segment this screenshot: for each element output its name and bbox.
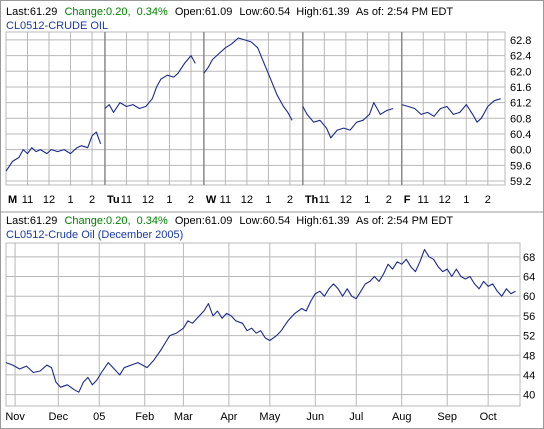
x-tick-label: Th	[305, 194, 319, 206]
y-tick-label: 59.6	[510, 160, 531, 172]
intraday-chart: 62.8 62.4 62.0 61.6 61.2 60.8 60.4 60.0 59.6 59.2…	[5, 31, 531, 206]
x-tick-label: Apr	[220, 411, 237, 423]
x-tick-label: 2	[89, 194, 95, 206]
x-tick-label: 12	[241, 194, 253, 206]
x-tick-label: Oct	[480, 411, 497, 423]
x-tick-label: 12	[142, 194, 154, 206]
y-tick-label: 59.2	[510, 176, 531, 188]
svg-text:Last:61.29 Change:0.20,: Last:61.29 Change:0.20, 0.34% Open:61.09…	[6, 6, 453, 18]
x-tick-label: 11	[22, 194, 33, 206]
x-tick-label: W	[206, 194, 217, 206]
panel1-subtitle: CL0512-CRUDE OIL	[6, 20, 108, 32]
x-tick-label: Jun	[306, 411, 324, 423]
x-tick-label: Jul	[349, 411, 363, 423]
y-tick-label: 44	[523, 370, 535, 382]
x-tick-label: Dec	[49, 411, 69, 423]
last-value: 61.29	[30, 6, 58, 18]
open-label: Open:	[175, 6, 205, 18]
x-tick-label: Nov	[5, 411, 25, 423]
x-tick-label: May	[259, 411, 280, 423]
high-value: 61.39	[322, 215, 350, 227]
price-line-segment	[302, 102, 394, 139]
svg-text:Last:61.29 Change:0.20,: Last:61.29 Change:0.20, 0.34% Open:61.09…	[6, 215, 453, 227]
change-pct: 0.34%	[137, 215, 168, 227]
plot-area	[5, 31, 506, 186]
y-tick-label: 61.2	[510, 98, 531, 110]
y-tick-label: 48	[523, 350, 535, 362]
x-tick-label: 1	[463, 194, 469, 206]
x-tick-label: Feb	[135, 411, 154, 423]
x-tick-label: Aug	[392, 411, 412, 423]
x-tick-label: 2	[188, 194, 194, 206]
change-value: 0.20,	[106, 215, 130, 227]
change-pct: 0.34%	[137, 6, 168, 18]
x-tick-label: 05	[93, 411, 105, 423]
y-tick-label: 60.0	[510, 145, 531, 157]
x-tick-label: Mar	[174, 411, 193, 423]
x-tick-label: Tu	[107, 194, 120, 206]
last-value: 61.29	[30, 215, 58, 227]
price-line-segment	[401, 98, 501, 123]
y-tick-label: 62.8	[510, 35, 531, 47]
low-label: Low:	[239, 6, 262, 18]
last-label: Last:	[6, 6, 30, 18]
y-tick-label: 40	[523, 390, 535, 402]
panel2-subtitle: CL0512-Crude Oil (December 2005)	[6, 229, 183, 241]
as-of-time: As of: 2:54 PM EDT	[356, 215, 453, 227]
high-label: High:	[296, 215, 322, 227]
price-line-segment	[104, 55, 196, 113]
open-value: 61.09	[205, 6, 233, 18]
x-tick-label: 11	[418, 194, 429, 206]
y-tick-label: 52	[523, 331, 535, 343]
x-tick-label: 12	[43, 194, 55, 206]
y-tick-label: 60	[523, 291, 535, 303]
change-label: Change:	[64, 6, 106, 18]
price-line-segment	[203, 37, 293, 121]
x-tick-label: 11	[220, 194, 231, 206]
plot-area	[5, 242, 521, 407]
y-tick-label: 62.4	[510, 51, 531, 63]
x-tick-label: 1	[265, 194, 271, 206]
panel1-quote-header: Last:61.29 Change:0.20, 0.34% Open:61.09…	[6, 6, 453, 32]
y-tick-label: 64	[523, 272, 535, 284]
x-tick-label: 2	[287, 194, 293, 206]
y-tick-label: 61.6	[510, 82, 531, 94]
daily-chart: 68 64 60 56 52 48 44 40 Nov Dec 05 Feb Mar Apr May Jun J…	[5, 242, 535, 423]
low-label: Low:	[239, 215, 262, 227]
open-value: 61.09	[205, 215, 233, 227]
panel2-quote-header: Last:61.29 Change:0.20, 0.34% Open:61.09…	[6, 215, 453, 241]
open-label: Open:	[175, 215, 205, 227]
x-tick-label: 1	[166, 194, 172, 206]
price-line-segment	[5, 248, 516, 393]
y-tick-label: 56	[523, 311, 535, 323]
x-tick-label: 1	[67, 194, 73, 206]
x-tick-label: 11	[121, 194, 132, 206]
x-tick-label: F	[404, 194, 411, 206]
y-tick-label: 60.4	[510, 129, 531, 141]
x-tick-label: 1	[364, 194, 370, 206]
y-tick-label: 62.0	[510, 66, 531, 78]
x-tick-label: 2	[386, 194, 392, 206]
x-tick-label: Sep	[437, 411, 457, 423]
price-line-segment	[5, 131, 102, 172]
change-label: Change:	[64, 215, 106, 227]
change-value: 0.20,	[106, 6, 130, 18]
low-value: 60.54	[263, 215, 291, 227]
x-tick-label: 12	[340, 194, 352, 206]
x-tick-label: M	[8, 194, 17, 206]
high-label: High:	[296, 6, 322, 18]
last-label: Last:	[6, 215, 30, 227]
x-tick-label: 2	[485, 194, 491, 206]
x-tick-label: 11	[319, 194, 330, 206]
y-tick-label: 60.8	[510, 113, 531, 125]
as-of-time: As of: 2:54 PM EDT	[356, 6, 453, 18]
y-tick-label: 68	[523, 252, 535, 264]
low-value: 60.54	[263, 6, 291, 18]
high-value: 61.39	[322, 6, 350, 18]
x-tick-label: 12	[439, 194, 451, 206]
